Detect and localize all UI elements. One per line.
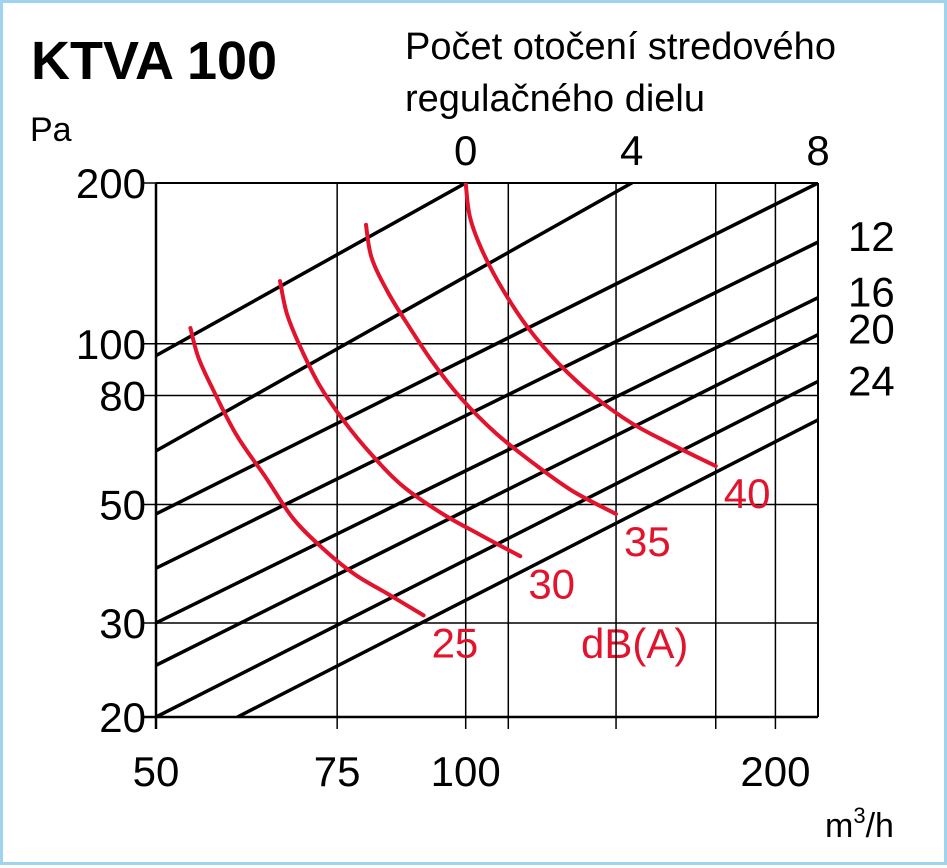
noise-curve-label: 30 [528,560,575,607]
noise-curve-label: 25 [432,619,479,666]
noise-curves [188,183,718,618]
turn-line [156,183,634,453]
y-tick-label: 50 [99,482,146,529]
chart-svg: KTVA 100 Počet otočení stredového regula… [30,26,895,845]
top-axis-title-line1: Počet otočení stredového [405,26,836,68]
noise-curve-label: 40 [724,470,771,517]
y-tick-label: 200 [76,160,146,207]
turn-label: 20 [848,306,895,353]
turn-line [156,183,818,516]
top-axis-title-line2: regulačného dielu [405,78,705,120]
noise-curve [364,222,618,516]
turn-line [156,240,818,570]
chart-title: KTVA 100 [31,31,277,91]
noise-curve-label: 35 [624,518,671,565]
turn-line [156,183,468,358]
turn-line [156,379,818,717]
turn-label: 8 [806,127,829,174]
turn-line [156,295,818,625]
y-tick-label: 100 [76,321,146,368]
turn-lines [156,183,818,717]
y-tick-label: 30 [99,600,146,647]
x-tick-label: 200 [740,748,810,795]
noise-curve [463,183,718,469]
noise-unit-label: dB(A) [581,620,688,667]
x-axis-label-rest: /h [866,807,894,845]
noise-curve [188,326,426,618]
y-tick-label: 20 [99,694,146,741]
turn-label: 4 [620,127,643,174]
y-tick-label: 80 [99,372,146,419]
x-tick-label: 50 [133,748,180,795]
turn-line [156,332,818,668]
y-axis-label: Pa [30,111,72,149]
turn-label: 16 [848,269,895,316]
turn-label: 12 [848,213,895,260]
x-tick-label: 75 [314,748,361,795]
turn-line [235,418,818,717]
grid [144,182,819,729]
turn-label: 0 [454,127,477,174]
turn-label: 24 [848,357,895,404]
x-axis-label-sup: 3 [853,803,865,828]
x-axis-label-base: m [825,807,853,845]
noise-curve [278,279,523,559]
x-tick-label: 100 [431,748,501,795]
x-axis-label: m3/h [825,803,894,845]
